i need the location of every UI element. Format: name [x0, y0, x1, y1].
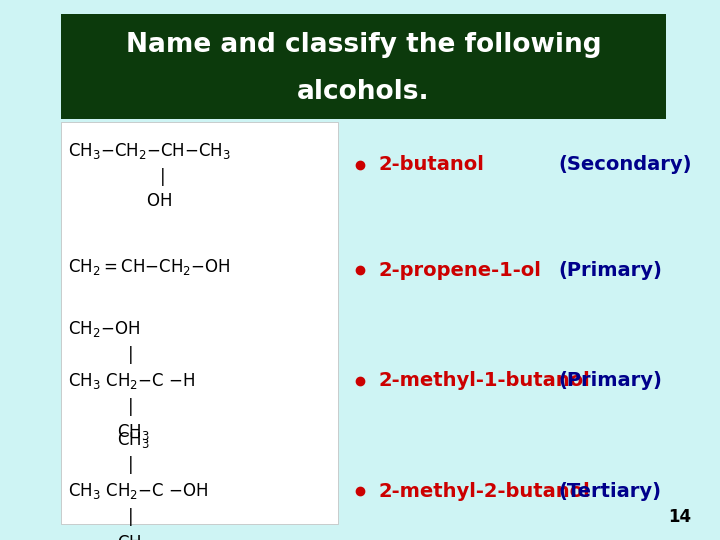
Text: $\mathregular{CH_3}$: $\mathregular{CH_3}$ [117, 430, 150, 450]
Text: $\mathregular{|}$: $\mathregular{|}$ [159, 166, 165, 188]
Text: $\mathregular{|}$: $\mathregular{|}$ [127, 344, 132, 366]
FancyBboxPatch shape [61, 14, 666, 119]
Text: $\mathregular{|}$: $\mathregular{|}$ [127, 396, 132, 417]
Text: $\mathregular{|}$: $\mathregular{|}$ [127, 455, 132, 476]
Text: (Primary): (Primary) [558, 371, 662, 390]
Text: $\mathregular{CH_2{-}OH}$: $\mathregular{CH_2{-}OH}$ [68, 319, 140, 340]
Text: $\mathregular{CH_3}$: $\mathregular{CH_3}$ [117, 422, 150, 442]
Text: $\mathregular{|}$: $\mathregular{|}$ [127, 507, 132, 528]
Text: alcohols.: alcohols. [297, 79, 430, 105]
Text: $\mathregular{CH_3\ CH_2{-}C\ {-}OH}$: $\mathregular{CH_3\ CH_2{-}C\ {-}OH}$ [68, 481, 209, 502]
Text: $\mathregular{CH_3{-}CH_2{-}CH{-}CH_3}$: $\mathregular{CH_3{-}CH_2{-}CH{-}CH_3}$ [68, 141, 231, 161]
Text: (Tertiary): (Tertiary) [558, 482, 661, 501]
Text: 2-methyl-2-butanol: 2-methyl-2-butanol [378, 482, 590, 501]
Text: 2-propene-1-ol: 2-propene-1-ol [378, 260, 541, 280]
Text: 2-butanol: 2-butanol [378, 155, 484, 174]
Text: $\mathregular{OH}$: $\mathregular{OH}$ [146, 192, 172, 210]
Text: Name and classify the following: Name and classify the following [126, 32, 601, 58]
Text: $\mathregular{CH_3\ CH_2{-}C\ {-}H}$: $\mathregular{CH_3\ CH_2{-}C\ {-}H}$ [68, 370, 196, 391]
FancyBboxPatch shape [61, 122, 338, 524]
Text: 14: 14 [668, 509, 691, 526]
Text: (Secondary): (Secondary) [558, 155, 691, 174]
Text: 2-methyl-1-butanol: 2-methyl-1-butanol [378, 371, 590, 390]
Text: $\mathregular{CH_2{=}CH{-}CH_2{-}OH}$: $\mathregular{CH_2{=}CH{-}CH_2{-}OH}$ [68, 257, 231, 278]
Text: $\mathregular{CH_3}$: $\mathregular{CH_3}$ [117, 532, 150, 540]
Text: (Primary): (Primary) [558, 260, 662, 280]
